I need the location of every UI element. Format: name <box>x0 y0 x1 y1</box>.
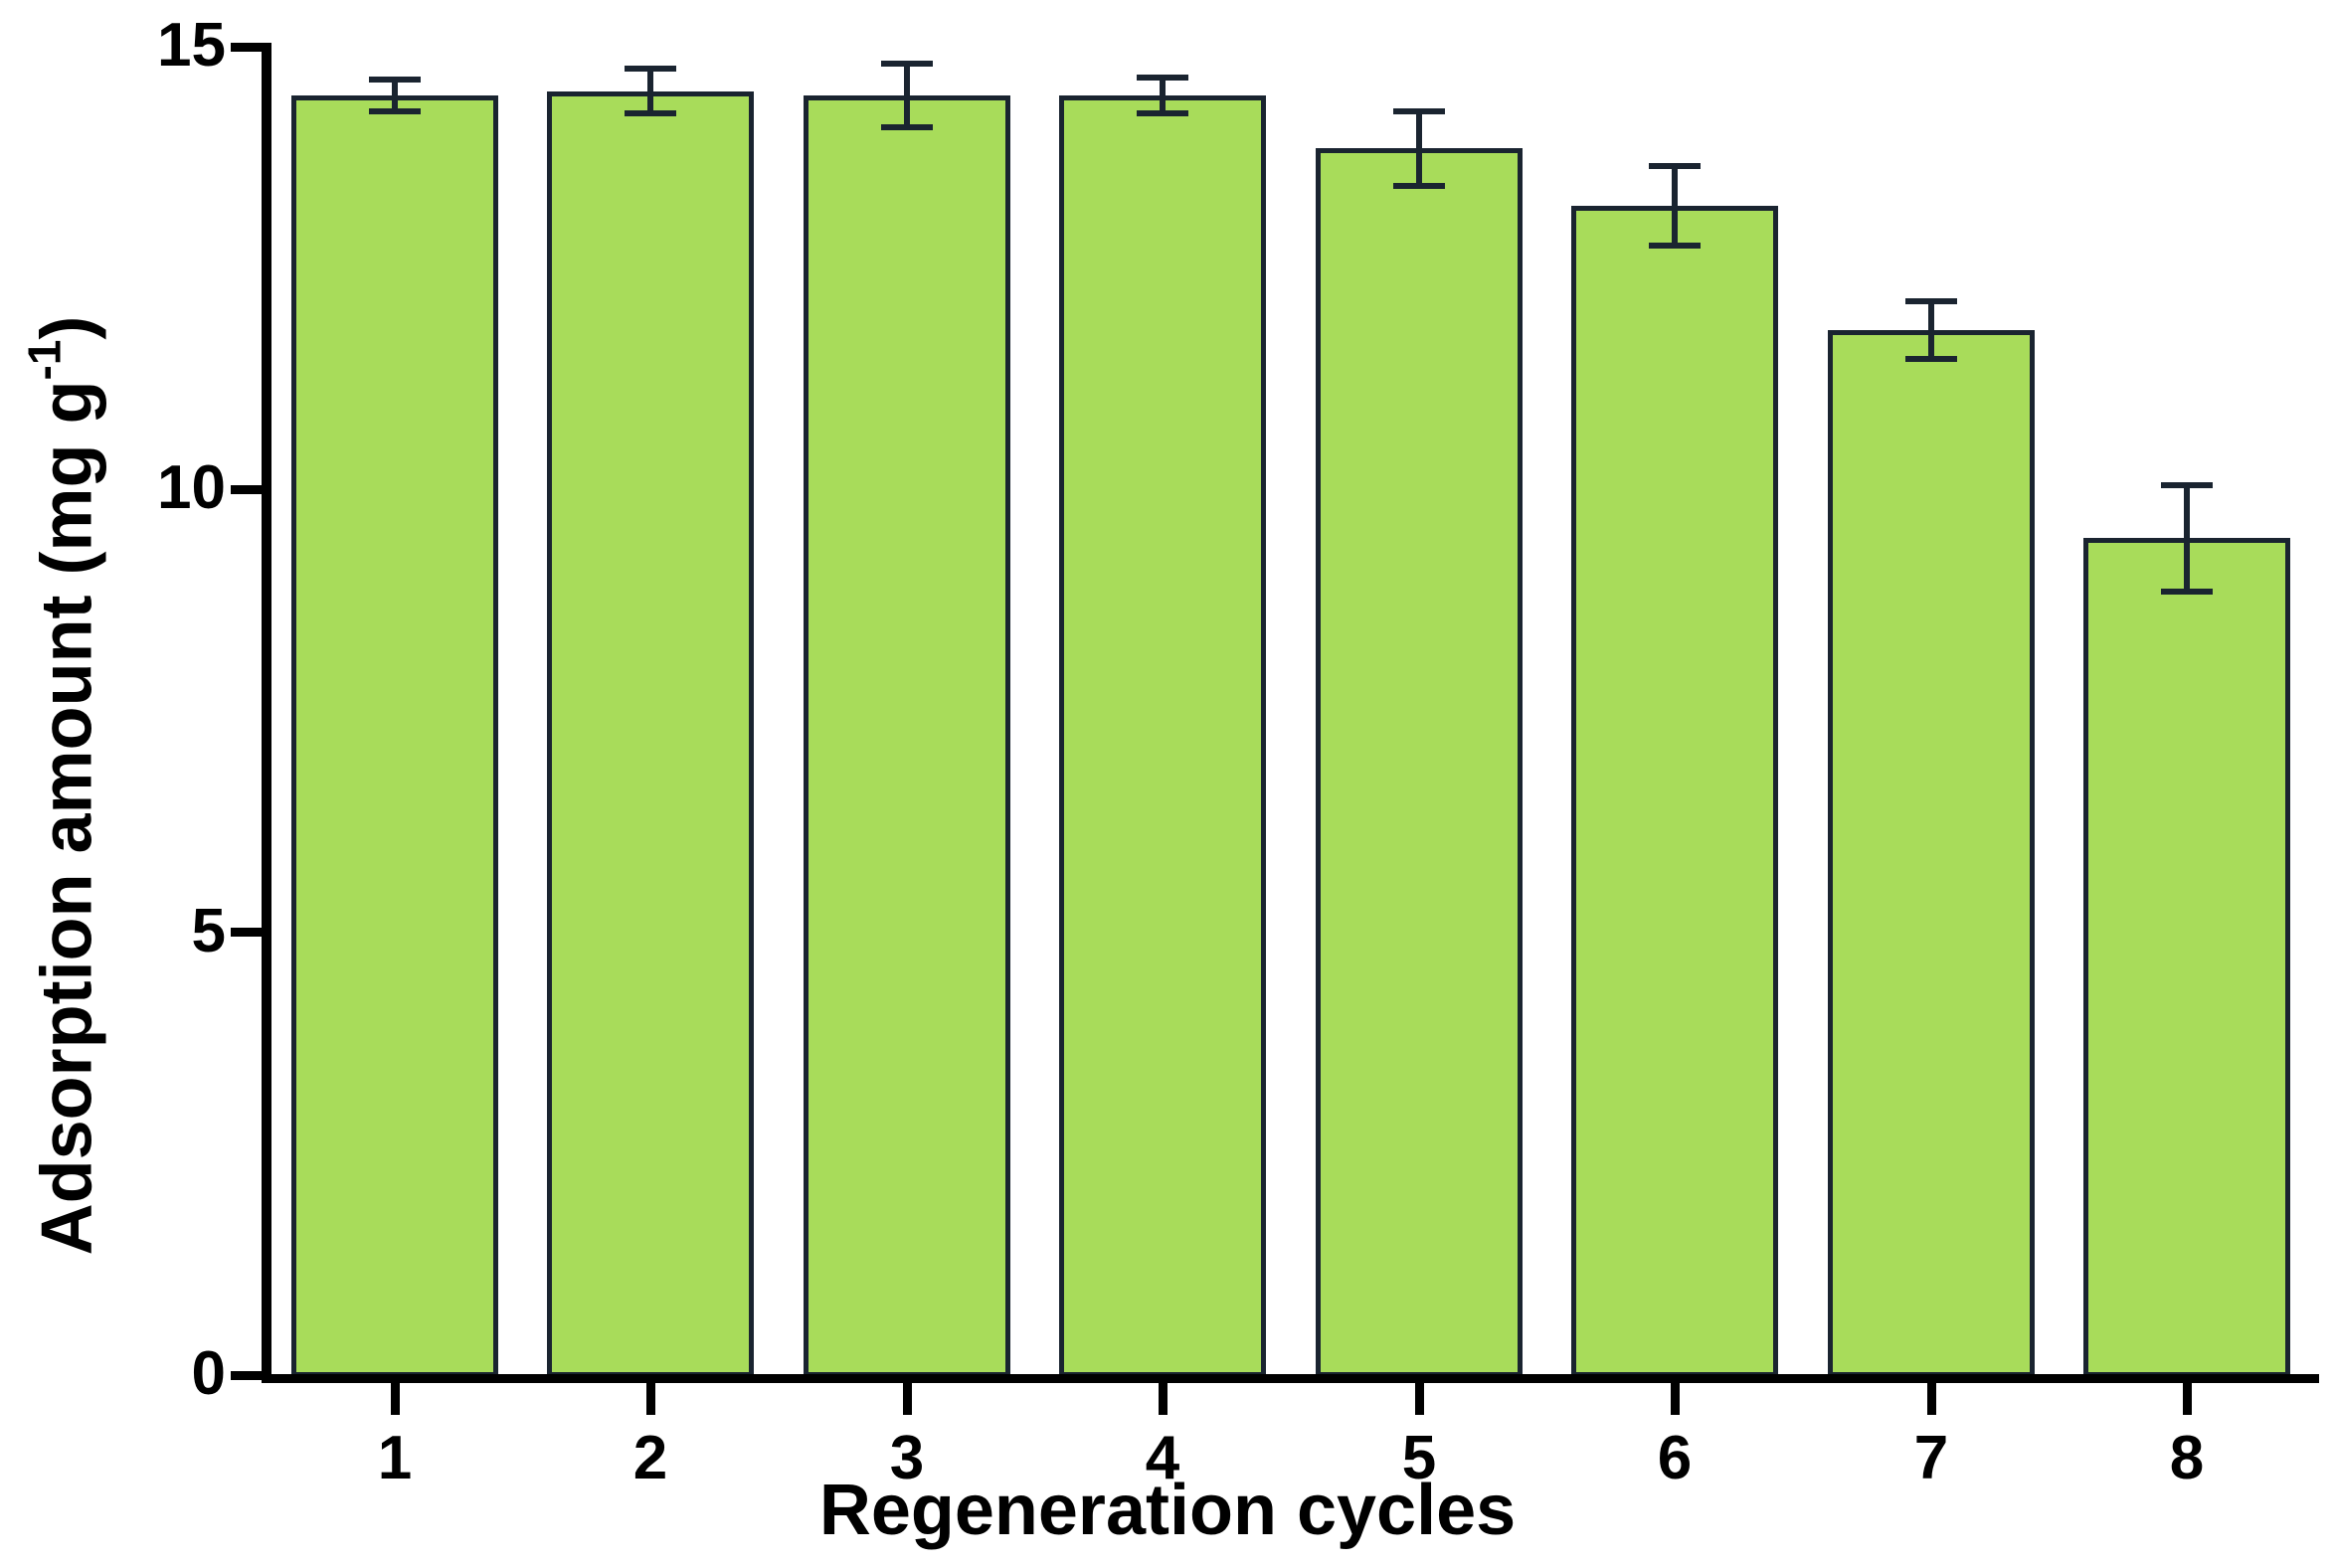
x-tick-label: 7 <box>1913 1424 1949 1492</box>
error-bar-line <box>1416 111 1422 186</box>
bar <box>2083 538 2290 1377</box>
x-tick <box>1926 1383 1936 1415</box>
bar <box>804 94 1010 1377</box>
y-axis-title-close: ) <box>27 315 107 340</box>
x-tick-label: 5 <box>1401 1424 1437 1492</box>
x-tick-label: 6 <box>1657 1424 1693 1492</box>
x-tick-label: 8 <box>2169 1424 2205 1492</box>
x-tick-label: 4 <box>1145 1424 1180 1492</box>
error-bar-cap-top <box>1649 163 1701 170</box>
x-axis-title: Regeneration cycles <box>818 1471 1517 1550</box>
error-bar-cap-top <box>1393 108 1445 115</box>
x-tick <box>1670 1383 1680 1415</box>
y-tick <box>231 484 267 494</box>
error-bar-line <box>904 63 910 128</box>
error-bar-cap-bottom <box>369 108 421 115</box>
y-tick-label: 5 <box>191 896 226 965</box>
error-bar-line <box>1672 166 1678 247</box>
x-tick-label: 2 <box>632 1424 668 1492</box>
bar <box>1059 94 1266 1377</box>
bar <box>1571 206 1778 1377</box>
x-tick-label: 3 <box>889 1424 925 1492</box>
error-bar-cap-top <box>881 60 933 67</box>
bar <box>1316 148 1523 1377</box>
error-bar-line <box>1928 300 1934 360</box>
error-bar-cap-bottom <box>2161 588 2213 595</box>
bar <box>291 94 498 1377</box>
error-bar-line <box>1160 78 1166 113</box>
x-tick <box>1414 1383 1424 1415</box>
error-bar-cap-bottom <box>1137 109 1188 116</box>
y-tick <box>231 1370 267 1380</box>
error-bar-cap-top <box>2161 481 2213 488</box>
x-tick <box>902 1383 912 1415</box>
error-bar-cap-bottom <box>1905 356 1957 363</box>
x-axis-line <box>262 1374 2319 1383</box>
error-bar-cap-bottom <box>1649 243 1701 250</box>
error-bar-cap-top <box>1137 75 1188 82</box>
error-bar-cap-top <box>625 66 676 73</box>
y-tick-label: 10 <box>157 453 226 523</box>
error-bar-line <box>392 79 398 112</box>
error-bar-cap-bottom <box>1393 182 1445 189</box>
x-tick <box>645 1383 655 1415</box>
bar <box>1828 330 2035 1377</box>
error-bar-cap-top <box>1905 297 1957 304</box>
y-tick <box>231 42 267 52</box>
error-bar-line <box>647 69 653 113</box>
error-bar-cap-bottom <box>881 124 933 131</box>
y-tick <box>231 928 267 938</box>
bar <box>547 90 754 1377</box>
y-tick-label: 15 <box>157 11 226 81</box>
error-bar-cap-bottom <box>625 109 676 116</box>
x-tick <box>390 1383 400 1415</box>
y-tick-label: 0 <box>191 1339 226 1409</box>
x-tick <box>1158 1383 1168 1415</box>
y-axis-title-superscript: -1 <box>18 339 71 381</box>
y-axis-spine <box>262 43 271 1383</box>
x-tick <box>2182 1383 2192 1415</box>
x-tick-label: 1 <box>377 1424 413 1492</box>
error-bar-cap-top <box>369 76 421 83</box>
error-bar-line <box>2184 484 2190 592</box>
